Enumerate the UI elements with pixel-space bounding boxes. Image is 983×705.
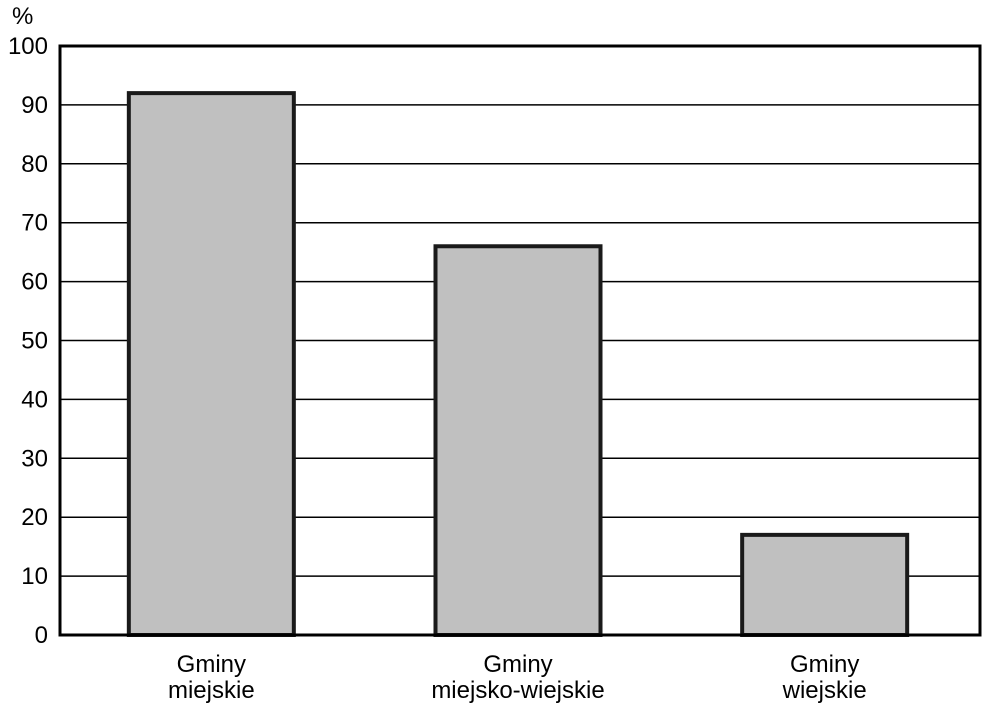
y-tick-label: 60	[21, 269, 48, 296]
y-axis-unit-label: %	[12, 3, 33, 30]
x-category-label: miejskie	[168, 677, 255, 704]
bar	[433, 244, 603, 637]
x-category-label: Gminy	[177, 651, 246, 678]
y-tick-label: 100	[8, 33, 48, 60]
y-tick-label: 40	[21, 386, 48, 413]
y-tick-label: 0	[35, 622, 48, 649]
y-tick-label: 90	[21, 92, 48, 119]
bar	[740, 532, 910, 637]
y-tick-label: 70	[21, 210, 48, 237]
y-tick-label: 20	[21, 504, 48, 531]
y-tick-label: 10	[21, 563, 48, 590]
y-tick-label: 80	[21, 151, 48, 178]
y-tick-label: 30	[21, 445, 48, 472]
x-axis-labels: GminymiejskieGminymiejsko-wiejskieGminyw…	[168, 651, 867, 704]
x-category-label: miejsko-wiejskie	[431, 677, 604, 704]
bar	[126, 91, 296, 638]
x-category-label: wiejskie	[782, 677, 867, 704]
bars	[126, 91, 910, 638]
y-tick-label: 50	[21, 328, 48, 355]
y-axis-ticks: 0 10 20 30 40 50 60 70 80 90 100	[8, 33, 48, 649]
x-category-label: Gminy	[483, 651, 552, 678]
x-category-label: Gminy	[790, 651, 859, 678]
plot-frame	[58, 44, 982, 637]
